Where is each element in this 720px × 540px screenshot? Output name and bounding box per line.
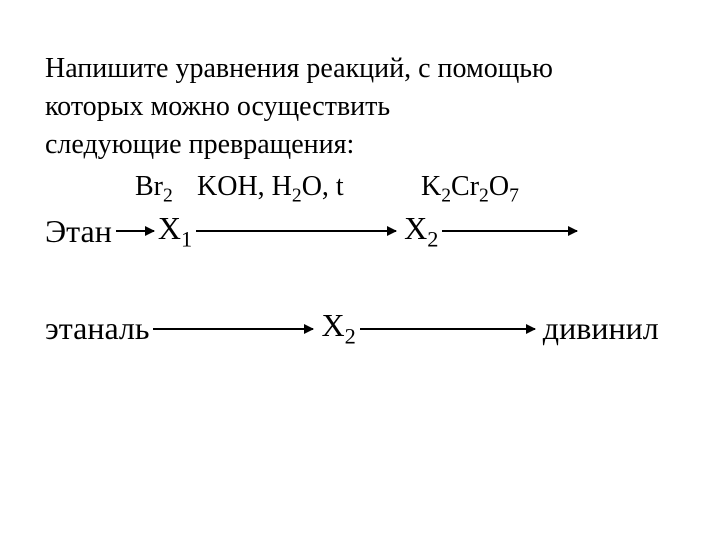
reaction-chain-1: Этан X1 X2: [45, 210, 675, 252]
reaction-chain-2: этаналь X2 дивинил: [45, 307, 675, 349]
arrow-icon: [196, 230, 396, 232]
compound-ethane: Этан: [45, 213, 112, 250]
reagents-row: Br2 KOH, H2O, t K2Cr2O7: [135, 171, 675, 208]
compound-x2: X2: [404, 210, 438, 252]
intro-line-3: следующие превращения:: [45, 129, 354, 160]
arrow-icon: [153, 328, 313, 330]
intro-line-2: которых можно осуществить: [45, 91, 390, 122]
compound-x2-b: X2: [321, 307, 355, 349]
compound-divinyl: дивинил: [543, 310, 659, 347]
compound-x1: X1: [158, 210, 192, 252]
compound-ethanal: этаналь: [45, 310, 149, 347]
arrow-icon: [116, 230, 154, 232]
reagent-k2cr2o7: K2Cr2O7: [421, 171, 561, 208]
arrow-icon: [360, 328, 535, 330]
intro-line-1: Напишите уравнения реакций, с помощью: [45, 53, 553, 84]
problem-text: Напишите уравнения реакций, с помощью ко…: [45, 50, 675, 163]
reagent-koh: KOH, H2O, t: [197, 171, 397, 208]
reagent-br2: Br2: [135, 171, 185, 208]
arrow-icon: [442, 230, 577, 232]
